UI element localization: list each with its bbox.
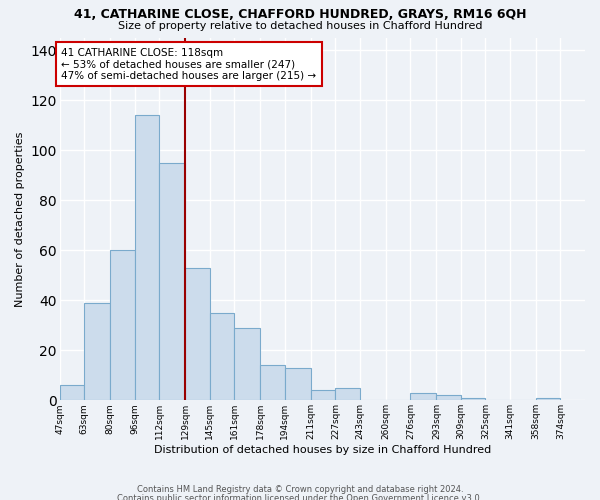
- Bar: [135, 115, 159, 401]
- Text: 41, CATHARINE CLOSE, CHAFFORD HUNDRED, GRAYS, RM16 6QH: 41, CATHARINE CLOSE, CHAFFORD HUNDRED, G…: [74, 8, 526, 20]
- Text: Contains public sector information licensed under the Open Government Licence v3: Contains public sector information licen…: [118, 494, 482, 500]
- Bar: [461, 398, 485, 400]
- Bar: [210, 312, 234, 400]
- Bar: [410, 393, 436, 400]
- Bar: [536, 398, 560, 400]
- Bar: [185, 268, 210, 400]
- Bar: [159, 162, 185, 400]
- Bar: [110, 250, 135, 400]
- Bar: [260, 366, 285, 400]
- Y-axis label: Number of detached properties: Number of detached properties: [15, 131, 25, 306]
- Bar: [311, 390, 335, 400]
- X-axis label: Distribution of detached houses by size in Chafford Hundred: Distribution of detached houses by size …: [154, 445, 491, 455]
- Text: Size of property relative to detached houses in Chafford Hundred: Size of property relative to detached ho…: [118, 21, 482, 31]
- Bar: [285, 368, 311, 400]
- Bar: [60, 386, 84, 400]
- Bar: [436, 396, 461, 400]
- Text: 41 CATHARINE CLOSE: 118sqm
← 53% of detached houses are smaller (247)
47% of sem: 41 CATHARINE CLOSE: 118sqm ← 53% of deta…: [61, 48, 316, 80]
- Bar: [335, 388, 360, 400]
- Bar: [84, 302, 110, 400]
- Text: Contains HM Land Registry data © Crown copyright and database right 2024.: Contains HM Land Registry data © Crown c…: [137, 485, 463, 494]
- Bar: [234, 328, 260, 400]
